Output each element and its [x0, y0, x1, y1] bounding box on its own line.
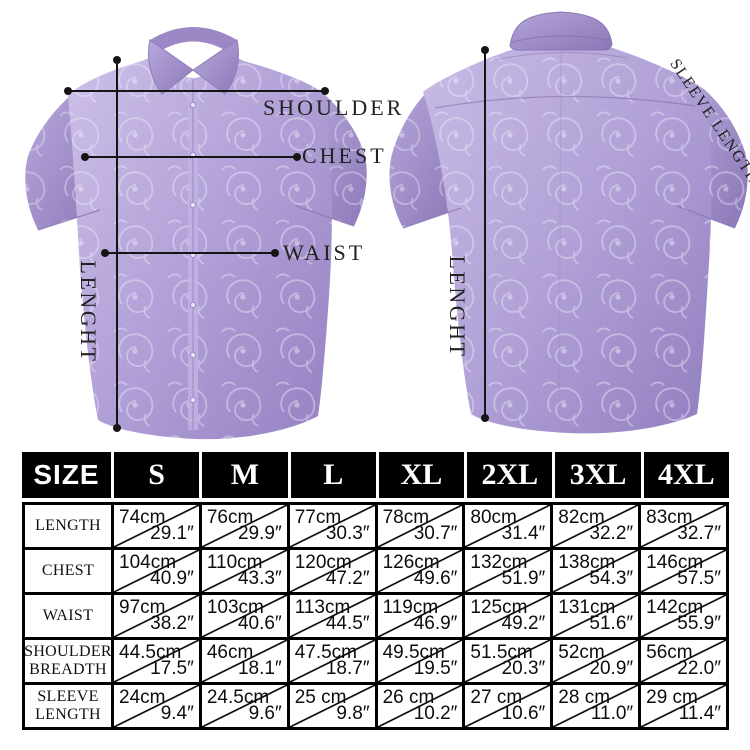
size-cell: 24cm 9.4″ [114, 685, 199, 727]
size-cell: 46cm 18.1″ [201, 640, 287, 682]
size-cell: 74cm 29.1″ [114, 505, 199, 547]
size-cell: 97cm 38.2″ [114, 595, 199, 637]
shoulder-measure-label: SHOULDER [263, 95, 405, 120]
chest-measure-label: CHEST [302, 143, 387, 168]
header-cell-s: S [114, 452, 200, 498]
size-cell: 142cm 55.9″ [641, 595, 726, 637]
row-label-chest: CHEST [25, 550, 111, 592]
size-table-header: SIZE S M L XL 2XL 3XL 4XL [22, 452, 729, 498]
size-cell: 131cm 51.6″ [553, 595, 639, 637]
size-cell: 103cm 40.6″ [201, 595, 287, 637]
size-cell: 24.5cm 9.6″ [201, 685, 287, 727]
size-cell: 138cm 54.3″ [553, 550, 639, 592]
waist-measure-label: WAIST [283, 240, 366, 265]
size-cell: 49.5cm 19.5″ [377, 640, 463, 682]
size-cell: 113cm 44.5″ [289, 595, 375, 637]
size-cell: 47.5cm 18.7″ [289, 640, 375, 682]
size-cell: 44.5cm 17.5″ [114, 640, 199, 682]
size-cell: 25 cm 9.8″ [289, 685, 375, 727]
size-cell: 119cm 46.9″ [377, 595, 463, 637]
size-cell: 26 cm 10.2″ [377, 685, 463, 727]
size-cell: 104cm 40.9″ [114, 550, 199, 592]
size-cell: 120cm 47.2″ [289, 550, 375, 592]
size-cell: 52cm 20.9″ [553, 640, 639, 682]
measurement-diagram: SHOULDER CHEST WAIST LENGHT LENGHT SLEEV… [25, 11, 750, 440]
size-cell: 132cm 51.9″ [465, 550, 551, 592]
header-cell-l: L [290, 452, 376, 498]
size-cell: 78cm 30.7″ [377, 505, 463, 547]
row-label-shoulder-breadth: SHOULDER BREADTH [24, 640, 112, 682]
size-table: SIZE S M L XL 2XL 3XL 4XL LENGTH 74cm 29.… [22, 452, 729, 730]
size-cell: 82cm 32.2″ [553, 505, 639, 547]
length-front-measure-label: LENGHT [76, 260, 101, 364]
size-cell: 29 cm 11.4″ [641, 685, 726, 727]
header-cell-4xl: 4XL [643, 452, 729, 498]
size-cell: 51.5cm 20.3″ [465, 640, 551, 682]
header-cell-2xl: 2XL [467, 452, 553, 498]
size-cell: 126cm 49.6″ [377, 550, 463, 592]
header-cell-size: SIZE [22, 452, 111, 498]
table-header-gap [22, 498, 729, 502]
row-label-length: LENGTH [25, 505, 111, 547]
size-cell: 125cm 49.2″ [465, 595, 551, 637]
size-table-body: LENGTH 74cm 29.1″ 76cm 29.9″ 77cm 30.3″ 78c… [22, 502, 729, 730]
row-label-sleeve-length: SLEEVE LENGTH [25, 685, 111, 727]
header-cell-3xl: 3XL [555, 452, 641, 498]
size-cell: 77cm 30.3″ [289, 505, 375, 547]
size-cell: 76cm 29.9″ [201, 505, 287, 547]
back-shirt-illustration [389, 11, 748, 434]
header-cell-xl: XL [378, 452, 465, 498]
size-cell: 80cm 31.4″ [465, 505, 551, 547]
size-cell: 28 cm 11.0″ [553, 685, 639, 727]
size-cell: 83cm 32.7″ [641, 505, 726, 547]
size-cell: 56cm 22.0″ [641, 640, 726, 682]
size-cell: 110cm 43.3″ [201, 550, 287, 592]
size-cell: 146cm 57.5″ [641, 550, 726, 592]
length-back-measure-label: LENGHT [445, 255, 470, 359]
header-cell-m: M [202, 452, 288, 498]
size-cell: 27 cm 10.6″ [465, 685, 551, 727]
front-shirt-illustration [25, 27, 367, 440]
row-label-waist: WAIST [25, 595, 111, 637]
